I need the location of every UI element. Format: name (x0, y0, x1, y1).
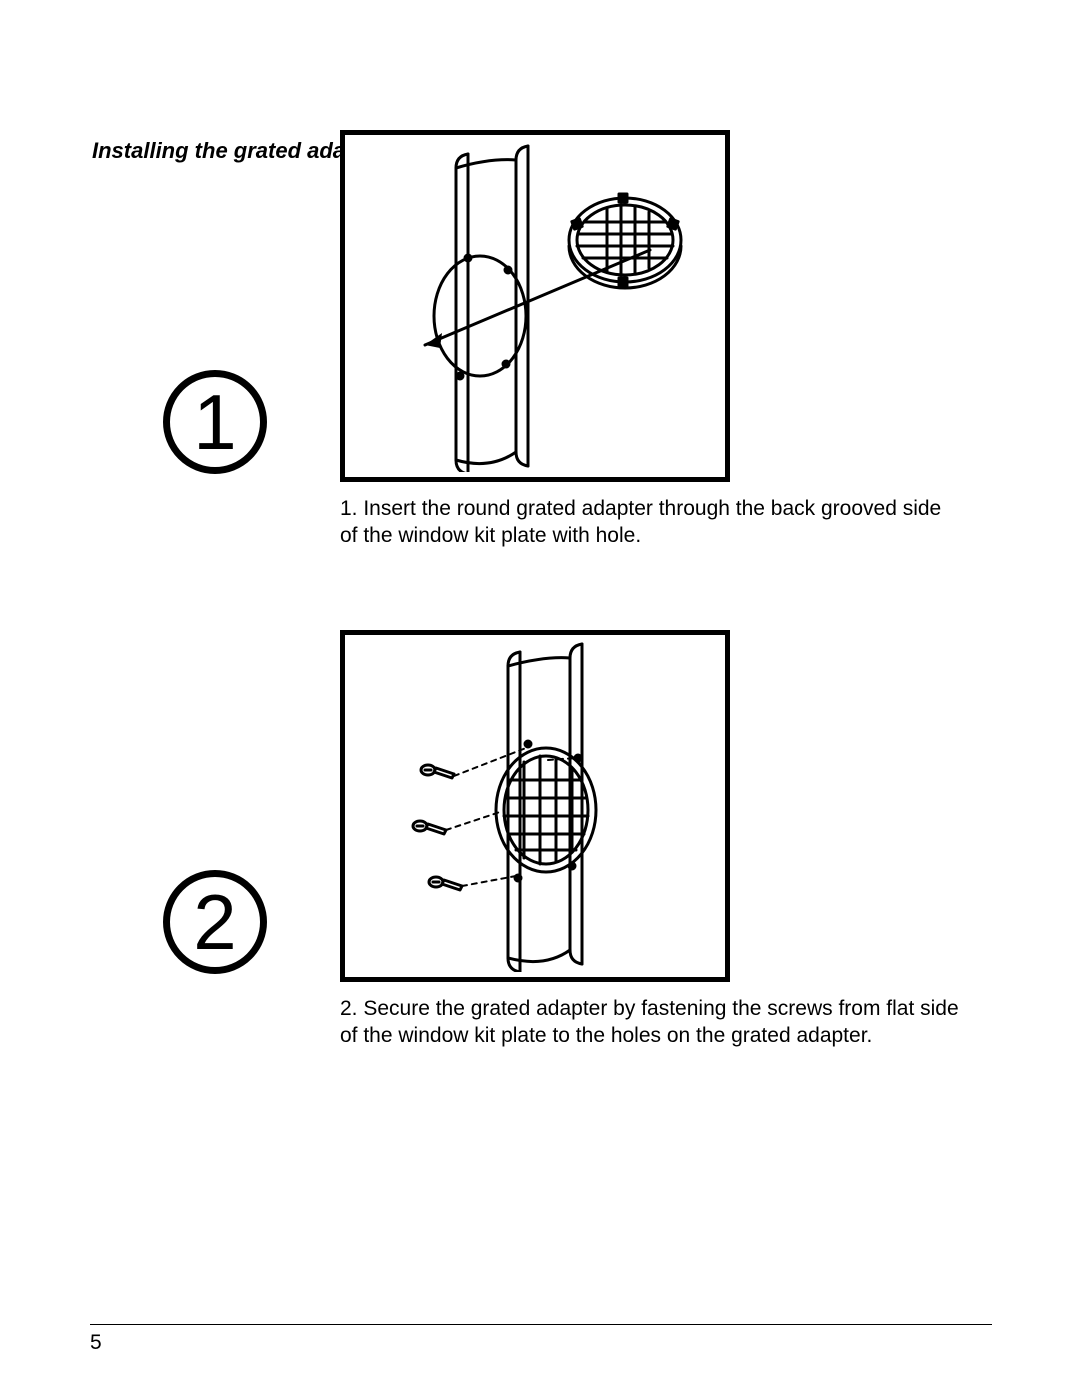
step-1-illustration (350, 140, 720, 472)
step-2-figure (340, 630, 730, 982)
step-1-row: 1 (90, 130, 990, 482)
footer-rule (90, 1324, 992, 1325)
step-2-block: 2 (90, 630, 990, 1050)
step-2-circled-number: 2 (163, 870, 267, 974)
manual-page: Installing the grated adapter 1 (0, 0, 1080, 1397)
step-2-illustration (350, 640, 720, 972)
step-1-block: 1 (90, 130, 990, 550)
step-1-caption: 1. Insert the round grated adapter throu… (340, 496, 960, 550)
page-number: 5 (90, 1331, 102, 1355)
step-1-number-col: 1 (90, 370, 340, 482)
step-2-row: 2 (90, 630, 990, 982)
step-2-number-col: 2 (90, 870, 340, 982)
step-1-circled-number: 1 (163, 370, 267, 474)
step-1-figure (340, 130, 730, 482)
step-2-caption: 2. Secure the grated adapter by fastenin… (340, 996, 960, 1050)
